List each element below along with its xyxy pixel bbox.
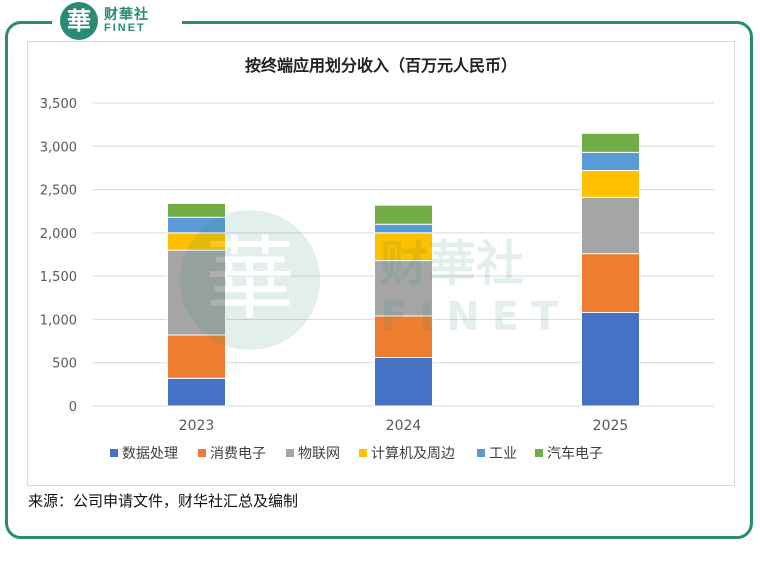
x-tick-label: 2025 <box>593 418 629 434</box>
bar-segment <box>374 232 433 262</box>
y-tick-label: 0 <box>69 400 77 415</box>
stacked-bar-chart: 0 500 1,000 1,500 2,000 2,500 3,000 3,500 2023 20… <box>40 97 714 462</box>
bar-segment <box>167 334 226 379</box>
legend-swatch <box>535 449 543 457</box>
bar-segment <box>581 253 640 314</box>
bar-segment <box>581 132 640 153</box>
bar-segment <box>167 202 226 218</box>
bar-segment <box>374 260 433 317</box>
legend-swatch <box>110 449 118 457</box>
y-tick-label: 1,000 <box>40 313 77 328</box>
bar-segment <box>581 151 640 172</box>
legend-label: 消费电子 <box>210 446 266 462</box>
bar-segment <box>167 377 226 407</box>
source-note: 来源：公司申请文件，财华社汇总及编制 <box>28 492 299 510</box>
bar-segment <box>581 170 640 198</box>
y-tick-label: 3,500 <box>40 97 77 112</box>
bar-segment <box>374 357 433 407</box>
logo-cn-text: 财華社 <box>104 7 149 23</box>
bar-segment <box>167 216 226 234</box>
y-tick-label: 1,500 <box>40 270 77 285</box>
legend-swatch <box>359 449 367 457</box>
logo-en-text: FINET <box>104 22 146 34</box>
bar-segment <box>167 232 226 251</box>
bar-segment <box>167 249 226 336</box>
y-tick-label: 2,500 <box>40 184 77 199</box>
chart-title: 按终端应用划分收入（百万元人民币） <box>244 56 517 75</box>
x-tick-label: 2023 <box>179 418 215 434</box>
y-tick-label: 3,000 <box>40 140 77 155</box>
bar-segment <box>581 312 640 407</box>
chart-container: 按终端应用划分收入（百万元人民币） 0 500 1,000 1,500 2,000 2,5… <box>27 41 735 486</box>
legend-swatch <box>477 449 485 457</box>
legend-swatch <box>198 449 206 457</box>
legend-label: 计算机及周边 <box>371 446 455 462</box>
bar-segment <box>374 223 433 234</box>
y-tick-label: 2,000 <box>40 227 77 242</box>
logo-mark: 華 <box>60 2 98 40</box>
legend-label: 物联网 <box>298 446 340 462</box>
legend-label: 汽车电子 <box>547 445 603 462</box>
legend-swatch <box>286 449 294 457</box>
bar-segment <box>374 204 433 225</box>
bar-segment <box>374 315 433 359</box>
legend-label: 数据处理 <box>122 446 178 462</box>
x-tick-label: 2024 <box>386 418 422 434</box>
bar-segment <box>581 196 640 255</box>
legend-label: 工业 <box>489 446 517 462</box>
y-tick-label: 500 <box>52 357 77 372</box>
finet-logo: 華 财華社 FINET <box>52 0 182 44</box>
